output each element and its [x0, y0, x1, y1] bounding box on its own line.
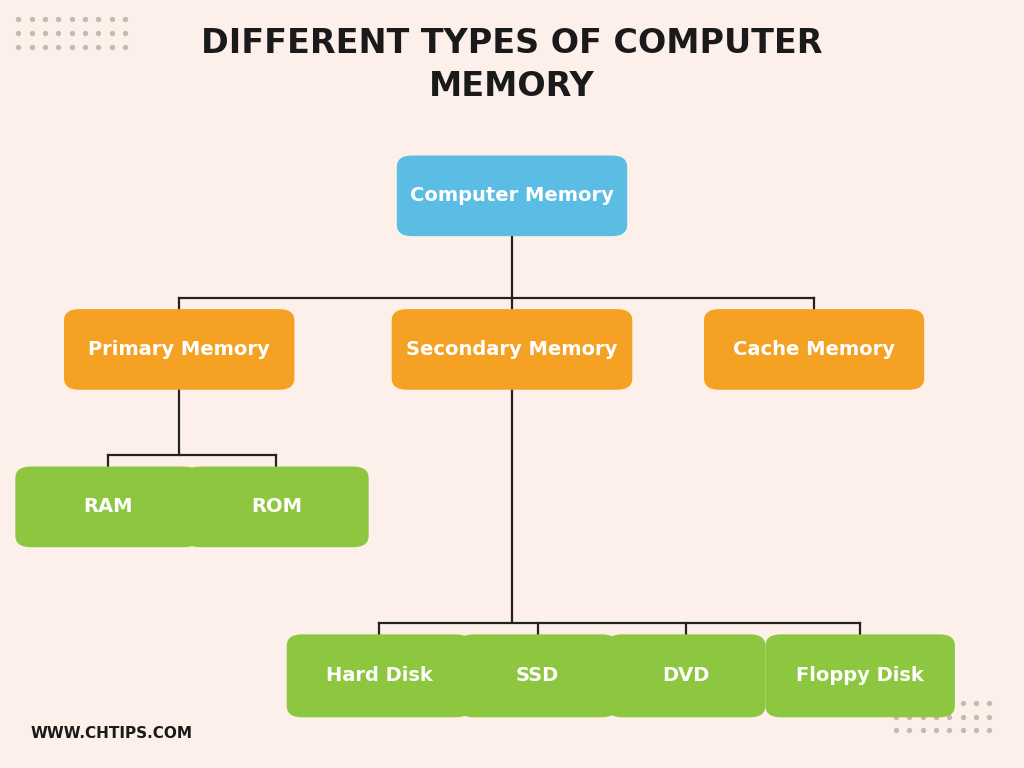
FancyBboxPatch shape [287, 634, 471, 717]
Text: Secondary Memory: Secondary Memory [407, 340, 617, 359]
FancyBboxPatch shape [765, 634, 954, 717]
FancyBboxPatch shape [396, 155, 627, 237]
FancyBboxPatch shape [15, 467, 200, 547]
Text: WWW.CHTIPS.COM: WWW.CHTIPS.COM [31, 726, 193, 741]
Text: DVD: DVD [663, 667, 710, 685]
FancyBboxPatch shape [391, 310, 632, 390]
Text: Floppy Disk: Floppy Disk [797, 667, 924, 685]
Text: Hard Disk: Hard Disk [326, 667, 432, 685]
Text: ROM: ROM [251, 498, 302, 516]
FancyBboxPatch shape [606, 634, 766, 717]
Text: Computer Memory: Computer Memory [410, 187, 614, 205]
FancyBboxPatch shape [63, 310, 295, 390]
FancyBboxPatch shape [459, 634, 616, 717]
FancyBboxPatch shape [705, 310, 924, 390]
FancyBboxPatch shape [184, 467, 369, 547]
Text: Primary Memory: Primary Memory [88, 340, 270, 359]
Text: SSD: SSD [516, 667, 559, 685]
Text: RAM: RAM [83, 498, 132, 516]
Text: DIFFERENT TYPES OF COMPUTER
MEMORY: DIFFERENT TYPES OF COMPUTER MEMORY [202, 27, 822, 104]
Text: Cache Memory: Cache Memory [733, 340, 895, 359]
